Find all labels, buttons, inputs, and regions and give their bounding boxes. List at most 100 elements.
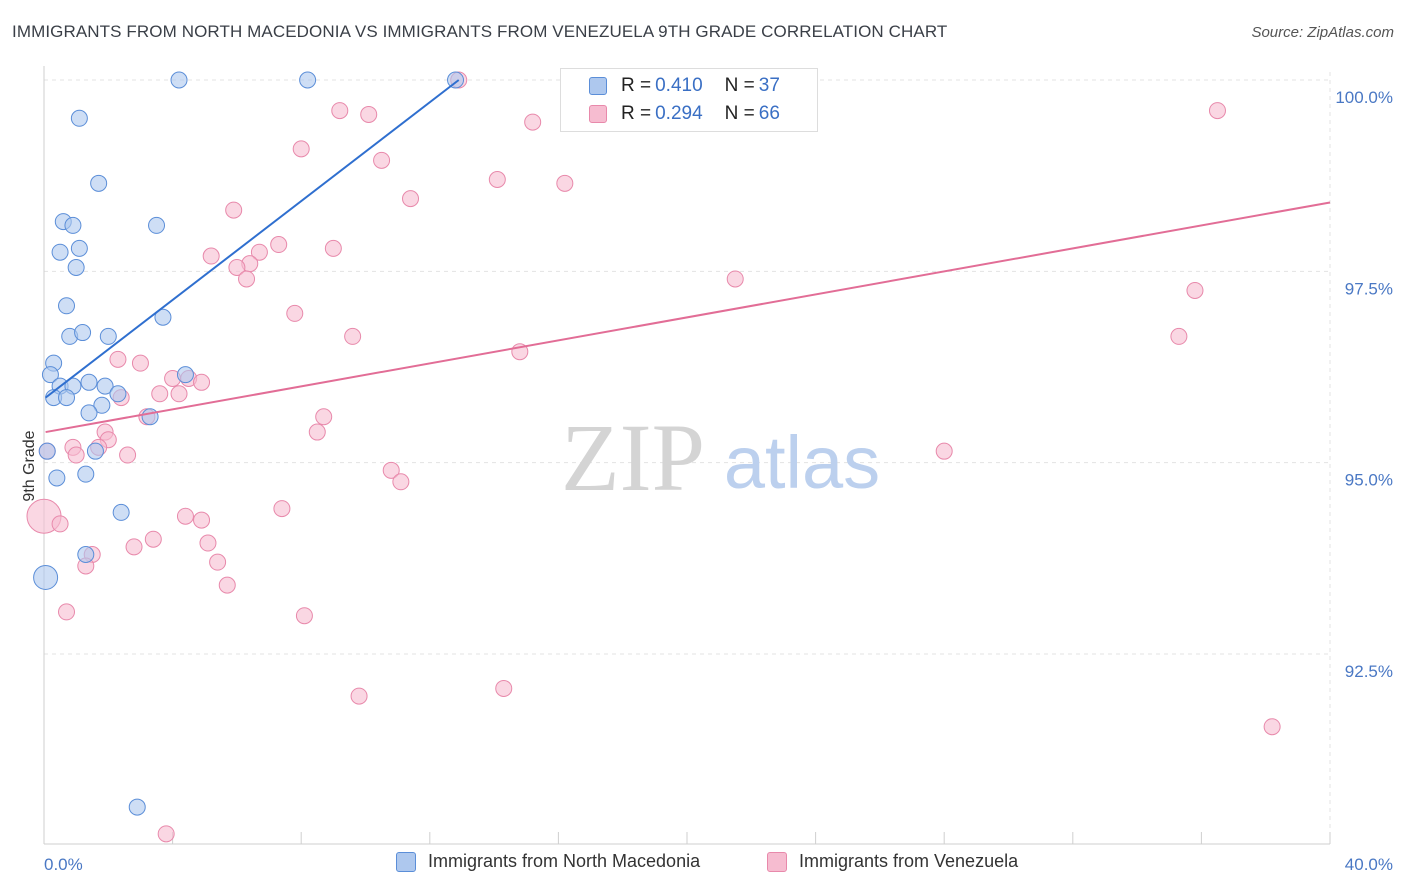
chart-title: IMMIGRANTS FROM NORTH MACEDONIA VS IMMIG… xyxy=(12,22,948,41)
x-tick-label: 0.0% xyxy=(44,855,83,874)
data-point xyxy=(48,469,66,487)
data-point xyxy=(67,259,85,277)
data-point xyxy=(74,324,92,342)
data-point xyxy=(382,461,400,479)
data-point xyxy=(77,465,95,483)
data-point xyxy=(51,515,69,533)
data-point xyxy=(360,105,378,123)
data-point xyxy=(157,825,175,843)
y-tick-label: 100.0% xyxy=(1335,88,1393,107)
legend-n-value: 66 xyxy=(758,103,780,124)
data-point xyxy=(350,687,368,705)
legend-swatch-pink xyxy=(589,105,607,123)
data-point xyxy=(58,297,76,315)
data-point xyxy=(90,174,108,192)
series-north-macedonia-points xyxy=(33,71,465,816)
bottom-legend-swatch-pink xyxy=(767,851,787,872)
data-point xyxy=(238,270,256,288)
data-point xyxy=(80,373,98,391)
data-point xyxy=(112,503,130,521)
data-point xyxy=(1170,327,1188,345)
data-point xyxy=(70,239,88,257)
data-point xyxy=(193,511,211,529)
data-point xyxy=(209,553,227,571)
legend-r-value: 0.294 xyxy=(655,103,703,124)
trend-line-venezuela xyxy=(45,201,1331,434)
legend-r-value: 0.410 xyxy=(655,75,703,96)
data-point xyxy=(176,507,194,525)
data-point xyxy=(58,389,76,407)
legend-n-label: N = xyxy=(724,75,755,96)
data-point xyxy=(392,473,410,491)
data-point xyxy=(67,446,85,464)
bottom-legend-venezuela: Immigrants from Venezuela xyxy=(767,851,1018,872)
data-point xyxy=(295,607,313,625)
data-point xyxy=(33,564,59,590)
data-point xyxy=(125,538,143,556)
data-point xyxy=(151,385,169,403)
data-point xyxy=(524,113,542,131)
data-point xyxy=(170,71,188,89)
legend-row-north-macedonia: R = 0.410 N = 37 xyxy=(589,73,780,99)
data-point xyxy=(308,423,326,441)
data-point xyxy=(80,404,98,422)
data-point xyxy=(1186,281,1204,299)
bottom-legend-label: Immigrants from North Macedonia xyxy=(428,851,701,871)
legend-n-label: N = xyxy=(724,103,755,124)
data-point xyxy=(77,546,95,564)
data-point xyxy=(228,259,246,277)
data-point xyxy=(402,190,420,208)
data-point xyxy=(176,366,194,384)
data-point xyxy=(324,239,342,257)
data-point xyxy=(202,247,220,265)
data-point xyxy=(64,216,82,234)
data-point xyxy=(148,216,166,234)
legend-swatch-blue xyxy=(589,77,607,95)
data-point xyxy=(144,530,162,548)
data-point xyxy=(38,442,56,460)
legend-r-label: R = xyxy=(621,103,652,124)
data-point xyxy=(86,442,104,460)
data-point xyxy=(331,102,349,120)
data-point xyxy=(373,151,391,169)
legend-row-venezuela: R = 0.294 N = 66 xyxy=(589,101,780,127)
data-point xyxy=(344,327,362,345)
data-point xyxy=(1208,102,1226,120)
data-point xyxy=(70,109,88,127)
data-point xyxy=(250,243,268,261)
data-point xyxy=(292,140,310,158)
data-point xyxy=(447,71,465,89)
data-point xyxy=(299,71,317,89)
watermark-zip: ZIP xyxy=(561,404,705,511)
data-point xyxy=(109,350,127,368)
bottom-legend-north-macedonia: Immigrants from North Macedonia xyxy=(396,851,700,872)
data-point xyxy=(154,308,172,326)
data-point xyxy=(96,377,114,395)
watermark: ZIP atlas xyxy=(561,404,880,511)
tick-labels: 92.5% 95.0% 97.5% 100.0% 0.0% 40.0% xyxy=(44,88,1393,874)
data-point xyxy=(315,408,333,426)
bottom-legend-label: Immigrants from Venezuela xyxy=(799,851,1019,871)
data-point xyxy=(1263,718,1281,736)
data-point xyxy=(141,408,159,426)
y-tick-label: 97.5% xyxy=(1345,279,1393,298)
data-point xyxy=(199,534,217,552)
y-tick-label: 92.5% xyxy=(1345,662,1393,681)
stats-legend: R = 0.410 N = 37 R = 0.294 N = 66 xyxy=(560,68,818,132)
data-point xyxy=(58,603,76,621)
y-axis-label: 9th Grade xyxy=(21,430,38,501)
data-point xyxy=(218,576,236,594)
data-point xyxy=(270,236,288,254)
data-point xyxy=(193,373,211,391)
trend-line-north-macedonia xyxy=(44,79,460,399)
data-point xyxy=(119,446,137,464)
legend-r-label: R = xyxy=(621,75,652,96)
data-point xyxy=(286,304,304,322)
data-point xyxy=(726,270,744,288)
data-point xyxy=(41,366,59,384)
watermark-atlas: atlas xyxy=(724,421,880,504)
data-point xyxy=(51,243,69,261)
data-point xyxy=(488,170,506,188)
legend-n-value: 37 xyxy=(758,75,780,96)
